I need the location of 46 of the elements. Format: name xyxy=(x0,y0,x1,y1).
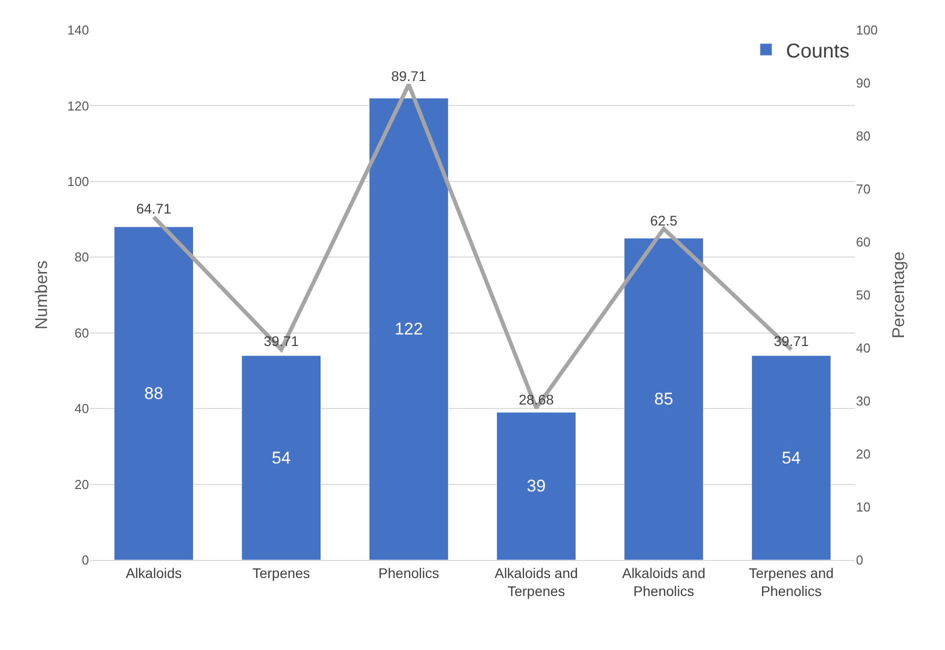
data-label: 89.71 xyxy=(391,68,426,84)
y2-axis-title: Percentage xyxy=(889,252,908,338)
y-tick-label: 120 xyxy=(67,98,89,114)
bar xyxy=(114,226,194,560)
y-tick-label: 100 xyxy=(67,174,89,189)
data-label: 85 xyxy=(654,390,674,409)
y-tick-label: 20 xyxy=(74,476,89,492)
bar xyxy=(751,355,832,560)
y2-tick-label: 100 xyxy=(856,22,878,38)
y2-tick-label: 10 xyxy=(856,500,870,515)
y2-tick-label: 20 xyxy=(856,446,870,462)
data-label: 64.71 xyxy=(136,200,172,217)
y2-tick-label: 60 xyxy=(856,234,870,250)
y2-tick-label: 80 xyxy=(856,128,870,144)
y2-tick-label: 70 xyxy=(856,182,870,197)
y2-tick-label: 0 xyxy=(856,552,864,568)
x-tick-label: Terpenes xyxy=(252,564,310,581)
y-axis-title: Numbers xyxy=(32,260,51,330)
x-tick-label: Phenolics xyxy=(378,564,440,581)
x-tick-label: Terpenes and Phenolics xyxy=(748,564,834,599)
y2-tick-label: 30 xyxy=(856,394,870,409)
x-tick-label: Alkaloids and Phenolics xyxy=(622,564,706,599)
bar xyxy=(624,238,704,560)
data-label: 122 xyxy=(394,320,423,339)
data-label: 39 xyxy=(526,476,546,496)
bar xyxy=(241,355,322,560)
x-tick-label: Alkaloids and Terpenes xyxy=(494,564,578,599)
x-tick-label: Alkaloids xyxy=(126,564,182,581)
y2-tick-label: 40 xyxy=(856,340,870,356)
legend-label: Counts xyxy=(786,40,850,62)
data-label: 54 xyxy=(272,448,291,468)
y-tick-label: 140 xyxy=(67,22,89,38)
y-tick-label: 40 xyxy=(74,401,89,416)
data-label: 62.5 xyxy=(650,212,678,228)
bar xyxy=(496,412,576,560)
y-tick-label: 80 xyxy=(74,250,89,265)
data-label: 39.71 xyxy=(264,333,299,350)
y-tick-label: 0 xyxy=(82,552,89,568)
bar xyxy=(368,98,449,560)
data-label: 54 xyxy=(782,448,801,468)
y2-tick-label: 50 xyxy=(856,288,870,303)
y2-tick-label: 90 xyxy=(856,76,870,91)
y-tick-label: 60 xyxy=(74,325,89,340)
data-label: 28.68 xyxy=(518,392,554,408)
data-label: 88 xyxy=(144,384,164,403)
data-label: 39.71 xyxy=(774,333,809,350)
